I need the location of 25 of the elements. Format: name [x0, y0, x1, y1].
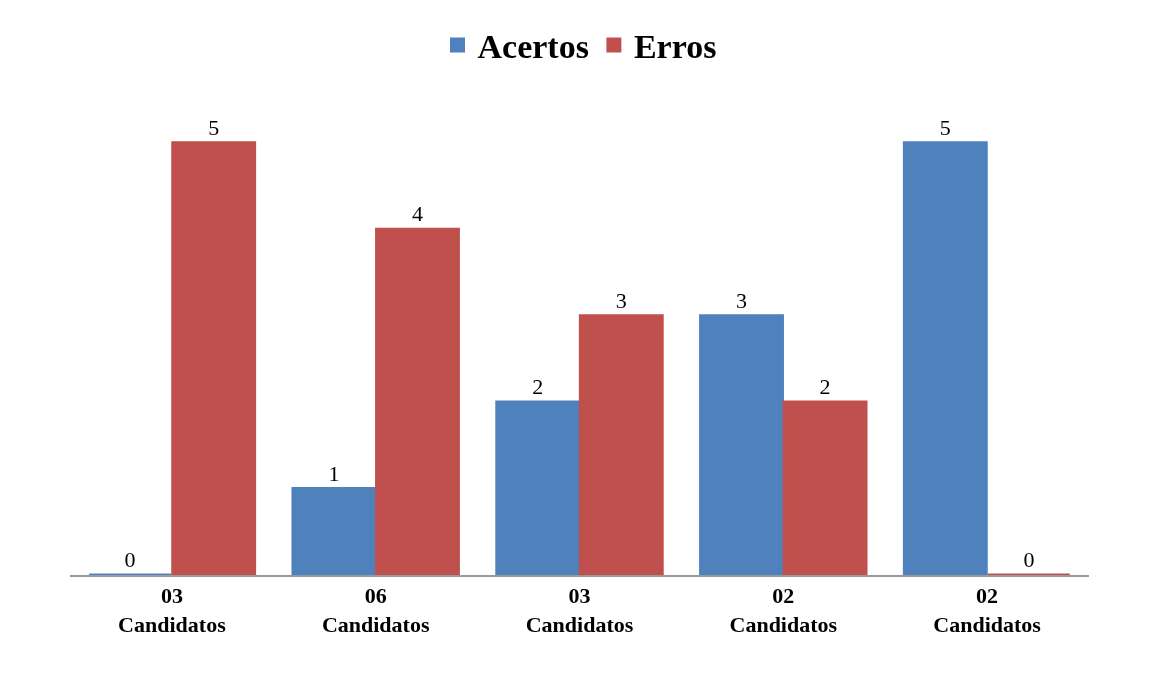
x-tick-label: 02 Candidatos: [933, 583, 1042, 637]
x-tick-label: 02 Candidatos: [729, 583, 838, 637]
bar: [375, 227, 460, 575]
data-label: 0: [1023, 547, 1035, 572]
data-label: 3: [615, 287, 627, 313]
bar: [699, 314, 784, 575]
bar: [171, 141, 257, 575]
bar: [291, 487, 377, 575]
bar: [902, 141, 988, 575]
legend-label: Erros: [633, 28, 717, 66]
data-label: 0: [124, 547, 136, 572]
bar: [495, 400, 581, 575]
x-tick-label: 06 Candidatos: [321, 583, 430, 637]
data-label: 1: [328, 460, 340, 486]
data-label: 5: [939, 114, 951, 140]
legend-label: Acertos: [477, 28, 589, 66]
bar: [578, 314, 664, 575]
data-label: 3: [736, 287, 748, 313]
bar: [782, 400, 868, 575]
data-label: 2: [819, 374, 831, 400]
data-label: 2: [532, 374, 544, 400]
data-label: 4: [411, 201, 423, 227]
x-tick-label: 03 Candidatos: [525, 583, 634, 637]
x-tick-label: 03 Candidatos: [118, 583, 227, 637]
data-label: 5: [208, 114, 220, 140]
